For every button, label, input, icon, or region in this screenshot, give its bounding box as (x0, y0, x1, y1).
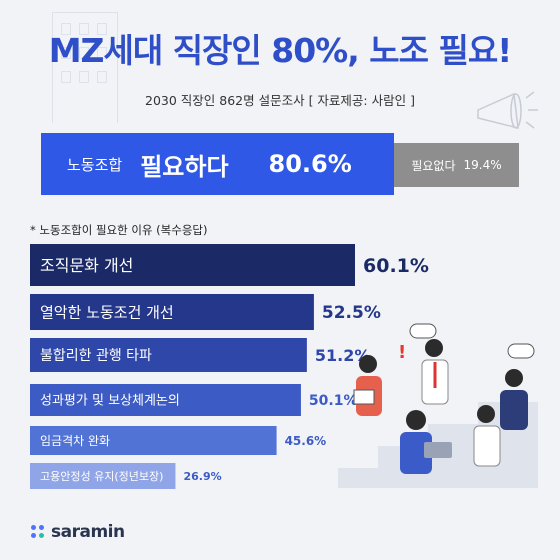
building-illustration (52, 12, 118, 123)
bar-label-5: 임금격차 완화 (40, 434, 110, 448)
bar-5 (30, 426, 277, 455)
office-workers-illustration: ! (338, 323, 538, 488)
chart-note: * 노동조합이 필요한 이유 (복수응답) (30, 223, 208, 237)
bar-2 (30, 294, 314, 330)
need-union-box: 노동조합 필요하다 80.6% (41, 133, 394, 195)
bar-value-5: 45.6% (285, 434, 327, 448)
page-title: MZ세대 직장인 80%, 노조 필요! (48, 31, 513, 70)
megaphone-icon (477, 91, 538, 129)
bar-value-2: 52.5% (322, 303, 381, 323)
survey-source: 2030 직장인 862명 설문조사 [ 자료제공: 사람인 ] (145, 93, 415, 108)
bar-6 (30, 463, 176, 489)
bar-value-6: 26.9% (183, 470, 221, 483)
bar-label-3: 불합리한 관행 타파 (40, 348, 152, 364)
bar-value-1: 60.1% (363, 255, 429, 277)
saramin-logo: saramin (31, 522, 125, 542)
bar-3 (30, 338, 307, 372)
no-need-answer: 필요없다 (411, 158, 456, 173)
bar-label-6: 고용안정성 유지(정년보장) (40, 470, 163, 483)
union-label: 노동조합 (67, 155, 123, 174)
bar-value-3: 51.2% (315, 346, 371, 365)
logo-wordmark: saramin (51, 522, 125, 542)
bar-label-4: 성과평가 및 보상체계논의 (40, 394, 180, 409)
svg-text:!: ! (398, 342, 406, 363)
need-answer: 필요하다 (140, 152, 229, 181)
bar-1 (30, 244, 355, 286)
bar-label-1: 조직문화 개선 (40, 256, 133, 275)
bar-4 (30, 384, 301, 416)
bar-label-2: 열악한 노동조건 개선 (40, 303, 174, 321)
logo-mark (31, 525, 45, 539)
no-need-percent: 19.4% (463, 158, 502, 172)
no-need-box: 필요없다 19.4% (394, 143, 519, 187)
bar-value-4: 50.1% (309, 393, 358, 409)
need-percent: 80.6% (268, 150, 352, 178)
